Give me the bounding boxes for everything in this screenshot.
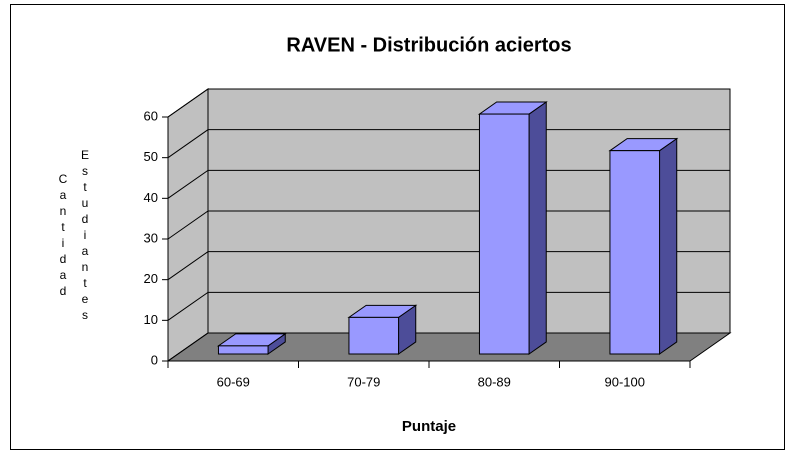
x-tick-label: 90-100 bbox=[605, 374, 645, 389]
y-axis-label: Cantidad Estudiantes bbox=[56, 148, 92, 324]
x-tick-label: 60-69 bbox=[217, 374, 250, 389]
x-tick-label: 70-79 bbox=[347, 374, 380, 389]
y-tick-label: 0 bbox=[151, 352, 158, 367]
grid-line bbox=[167, 251, 730, 281]
bar-side bbox=[659, 137, 678, 355]
bar bbox=[478, 113, 530, 355]
bar bbox=[217, 345, 269, 355]
bar bbox=[609, 150, 661, 355]
chart-title: RAVEN - Distribución aciertos bbox=[286, 34, 571, 56]
x-tick-label: 80-89 bbox=[478, 374, 511, 389]
y-tick-label: 60 bbox=[144, 108, 158, 123]
grid-line bbox=[167, 169, 730, 199]
x-axis-label: Puntaje bbox=[402, 418, 456, 435]
y-tick-label: 50 bbox=[144, 149, 158, 164]
y-tick-label: 20 bbox=[144, 271, 158, 286]
y-tick-label: 10 bbox=[144, 312, 158, 327]
bar-side bbox=[528, 101, 547, 355]
grid-line bbox=[167, 291, 730, 321]
grid-line bbox=[167, 88, 730, 118]
grid-line bbox=[167, 129, 730, 159]
y-tick-label: 40 bbox=[144, 190, 158, 205]
y-tick-label: 30 bbox=[144, 230, 158, 245]
grid-line bbox=[167, 210, 730, 240]
bar bbox=[348, 316, 400, 355]
grid-line bbox=[167, 332, 730, 362]
